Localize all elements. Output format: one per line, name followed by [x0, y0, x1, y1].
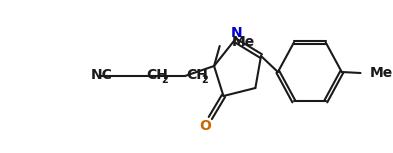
Text: 2: 2: [201, 75, 208, 85]
Text: O: O: [200, 119, 211, 133]
Text: CH: CH: [186, 68, 208, 82]
Text: N: N: [231, 26, 242, 40]
Text: NC: NC: [90, 68, 112, 82]
Text: Me: Me: [370, 66, 393, 80]
Text: Me: Me: [232, 35, 255, 49]
Text: CH: CH: [147, 68, 168, 82]
Text: 2: 2: [162, 75, 168, 85]
